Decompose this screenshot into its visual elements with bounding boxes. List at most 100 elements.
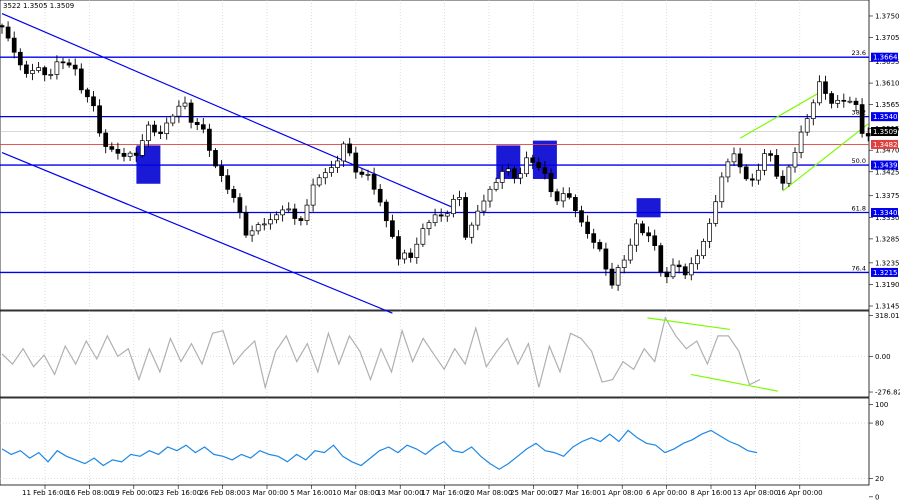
candle-body bbox=[133, 152, 139, 156]
candle-body bbox=[97, 105, 102, 134]
y-tick-label: 1.3610 bbox=[875, 80, 900, 88]
candle-body bbox=[72, 64, 78, 70]
candle-body bbox=[512, 168, 517, 179]
candle-body bbox=[554, 191, 560, 202]
candle-body bbox=[78, 68, 84, 91]
candle-body bbox=[188, 102, 194, 123]
candle-body bbox=[518, 173, 523, 179]
candle-body bbox=[603, 248, 609, 270]
candle-body bbox=[5, 26, 11, 39]
candle-body bbox=[329, 167, 334, 173]
x-tick-label: 1 Apr 08:00 bbox=[602, 489, 643, 497]
current-price-label: 1.3509 bbox=[873, 128, 898, 136]
candle-body bbox=[658, 245, 664, 273]
candle-body bbox=[859, 104, 865, 134]
candle-body bbox=[847, 100, 853, 103]
candle-body bbox=[444, 213, 450, 217]
level-price-box bbox=[871, 267, 898, 277]
candle-body bbox=[164, 122, 170, 134]
current-price-box bbox=[871, 127, 898, 137]
candle-body bbox=[536, 162, 542, 169]
candle-body bbox=[438, 214, 444, 217]
fib-level-tag: 61.8 bbox=[852, 205, 866, 213]
candle-body bbox=[817, 81, 822, 104]
cci-y-label: 318.013 bbox=[875, 312, 900, 320]
candle-body bbox=[0, 25, 5, 28]
level-price-label: 1.3540 bbox=[873, 113, 898, 121]
candle-body bbox=[627, 244, 633, 261]
candle-body bbox=[530, 157, 536, 163]
candle-body bbox=[481, 200, 487, 212]
candle-body bbox=[786, 166, 792, 184]
candle-body bbox=[414, 243, 420, 258]
fib-level-tag: 38.2 bbox=[852, 109, 866, 117]
candle-body bbox=[841, 99, 847, 102]
candle-body bbox=[341, 143, 346, 162]
level-price-label: 1.3439 bbox=[873, 162, 898, 170]
candle-body bbox=[322, 172, 328, 179]
level-price-box bbox=[871, 208, 898, 218]
trendline bbox=[1, 152, 393, 314]
candle-body bbox=[749, 178, 755, 181]
candle-body bbox=[176, 105, 182, 117]
candle-body bbox=[304, 204, 310, 221]
candle-body bbox=[688, 263, 694, 276]
candle-body bbox=[359, 171, 365, 175]
y-tick-label: 1.3190 bbox=[875, 281, 900, 289]
y-tick-label: 1.3655 bbox=[875, 58, 900, 66]
candle-body bbox=[225, 175, 231, 190]
x-tick-label: 20 Mar 08:00 bbox=[466, 489, 513, 497]
cci-layer bbox=[1, 316, 778, 392]
trendline bbox=[1, 13, 454, 209]
y-tick-label: 1.3330 bbox=[875, 214, 900, 222]
candle-body bbox=[725, 161, 731, 178]
rsi-y-label: 80 bbox=[875, 420, 884, 428]
candle-body bbox=[426, 222, 432, 229]
candle-body bbox=[615, 267, 621, 286]
candle-body bbox=[768, 153, 773, 156]
candle-body bbox=[115, 149, 121, 154]
candle-body bbox=[432, 214, 438, 223]
candle-body bbox=[36, 67, 41, 71]
candle-body bbox=[774, 155, 780, 177]
trendline bbox=[739, 92, 820, 139]
candle-body bbox=[243, 211, 249, 236]
candle-body bbox=[48, 74, 54, 76]
x-tick-label: 27 Mar 16:00 bbox=[554, 489, 601, 497]
trendline bbox=[782, 123, 869, 192]
cci-series-line bbox=[1, 316, 761, 390]
candle-body bbox=[548, 173, 554, 193]
y-tick-label: 1.3705 bbox=[875, 34, 900, 42]
candle-body bbox=[292, 208, 298, 219]
x-tick-label: 13 Apr 08:00 bbox=[733, 489, 779, 497]
candle-body bbox=[377, 188, 383, 203]
fib-level-tag: 23.6 bbox=[852, 49, 866, 57]
candle-body bbox=[146, 124, 151, 142]
x-tick-label: 10 Mar 08:00 bbox=[332, 489, 379, 497]
candle-body bbox=[310, 184, 316, 206]
candle-body bbox=[11, 37, 17, 53]
candle-body bbox=[780, 175, 786, 184]
candle-body bbox=[127, 152, 133, 157]
candle-body bbox=[676, 264, 682, 268]
y-tick-label: 1.3750 bbox=[875, 12, 900, 20]
candle-body bbox=[719, 176, 725, 203]
candle-body bbox=[24, 64, 29, 74]
candle-body bbox=[762, 153, 767, 171]
candle-body bbox=[707, 223, 712, 242]
candle-body bbox=[353, 152, 359, 173]
candle-body bbox=[408, 252, 414, 258]
candle-body bbox=[231, 189, 237, 198]
level-layer: 23.6 38.2 50.0 61.8 76.4 bbox=[0, 49, 869, 274]
x-tick-label: 16 Apr 00:00 bbox=[777, 489, 823, 497]
candle-body bbox=[701, 241, 706, 257]
candle-body bbox=[652, 235, 658, 246]
grid-layer bbox=[0, 0, 869, 485]
candle-body bbox=[487, 188, 493, 202]
candle-body bbox=[194, 122, 200, 126]
candle-body bbox=[591, 233, 597, 243]
candle-body bbox=[499, 171, 505, 183]
candle-body bbox=[383, 201, 389, 222]
